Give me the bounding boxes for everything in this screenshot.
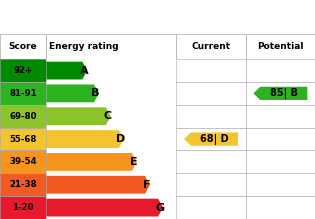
Text: Current: Current: [192, 42, 231, 51]
Polygon shape: [46, 153, 137, 171]
Text: A: A: [79, 65, 88, 76]
Bar: [0, 173, 46, 196]
Polygon shape: [46, 107, 111, 125]
Polygon shape: [184, 132, 238, 146]
Bar: [176, 105, 246, 128]
Text: D: D: [116, 134, 125, 144]
Bar: [0, 196, 46, 219]
Bar: [0, 59, 46, 82]
Polygon shape: [253, 87, 307, 100]
Text: 1-20: 1-20: [12, 203, 34, 212]
Bar: [0, 150, 46, 173]
Bar: [0, 150, 46, 173]
Bar: [176, 128, 246, 150]
Bar: [176, 173, 246, 196]
Bar: [46, 34, 176, 59]
Bar: [246, 82, 315, 105]
Text: Score: Score: [9, 42, 37, 51]
Bar: [0, 59, 46, 82]
Bar: [176, 34, 246, 59]
Polygon shape: [46, 62, 87, 79]
Bar: [246, 128, 315, 150]
Bar: [246, 150, 315, 173]
Bar: [0, 82, 46, 105]
Text: 81-91: 81-91: [9, 89, 37, 98]
Bar: [0, 128, 46, 150]
Polygon shape: [46, 130, 124, 148]
Text: E: E: [130, 157, 137, 167]
Bar: [246, 59, 315, 82]
Bar: [0, 173, 46, 196]
Bar: [176, 59, 246, 82]
Text: 21-38: 21-38: [9, 180, 37, 189]
Text: B: B: [91, 88, 100, 98]
Text: G: G: [155, 203, 164, 213]
Bar: [176, 82, 246, 105]
Bar: [0, 105, 46, 128]
Bar: [0, 105, 46, 128]
Polygon shape: [46, 85, 99, 102]
Bar: [0, 128, 46, 150]
Text: 39-54: 39-54: [9, 157, 37, 166]
Bar: [246, 173, 315, 196]
Text: 69-80: 69-80: [9, 112, 37, 121]
Polygon shape: [46, 176, 150, 194]
Text: Energy rating: Energy rating: [49, 42, 118, 51]
Text: 92+: 92+: [13, 66, 32, 75]
Text: 55-68: 55-68: [9, 134, 37, 144]
Text: C: C: [103, 111, 112, 121]
Bar: [0, 82, 46, 105]
Bar: [0, 196, 46, 219]
Bar: [176, 150, 246, 173]
Polygon shape: [46, 199, 163, 217]
Text: 85| B: 85| B: [270, 88, 298, 99]
Text: 68| D: 68| D: [200, 134, 229, 145]
Text: Potential: Potential: [257, 42, 304, 51]
Bar: [246, 196, 315, 219]
Bar: [176, 196, 246, 219]
Bar: [246, 105, 315, 128]
Bar: [246, 34, 315, 59]
Text: F: F: [143, 180, 150, 190]
Bar: [0, 34, 46, 59]
Text: Energy Efficiency Rating: Energy Efficiency Rating: [8, 11, 191, 25]
